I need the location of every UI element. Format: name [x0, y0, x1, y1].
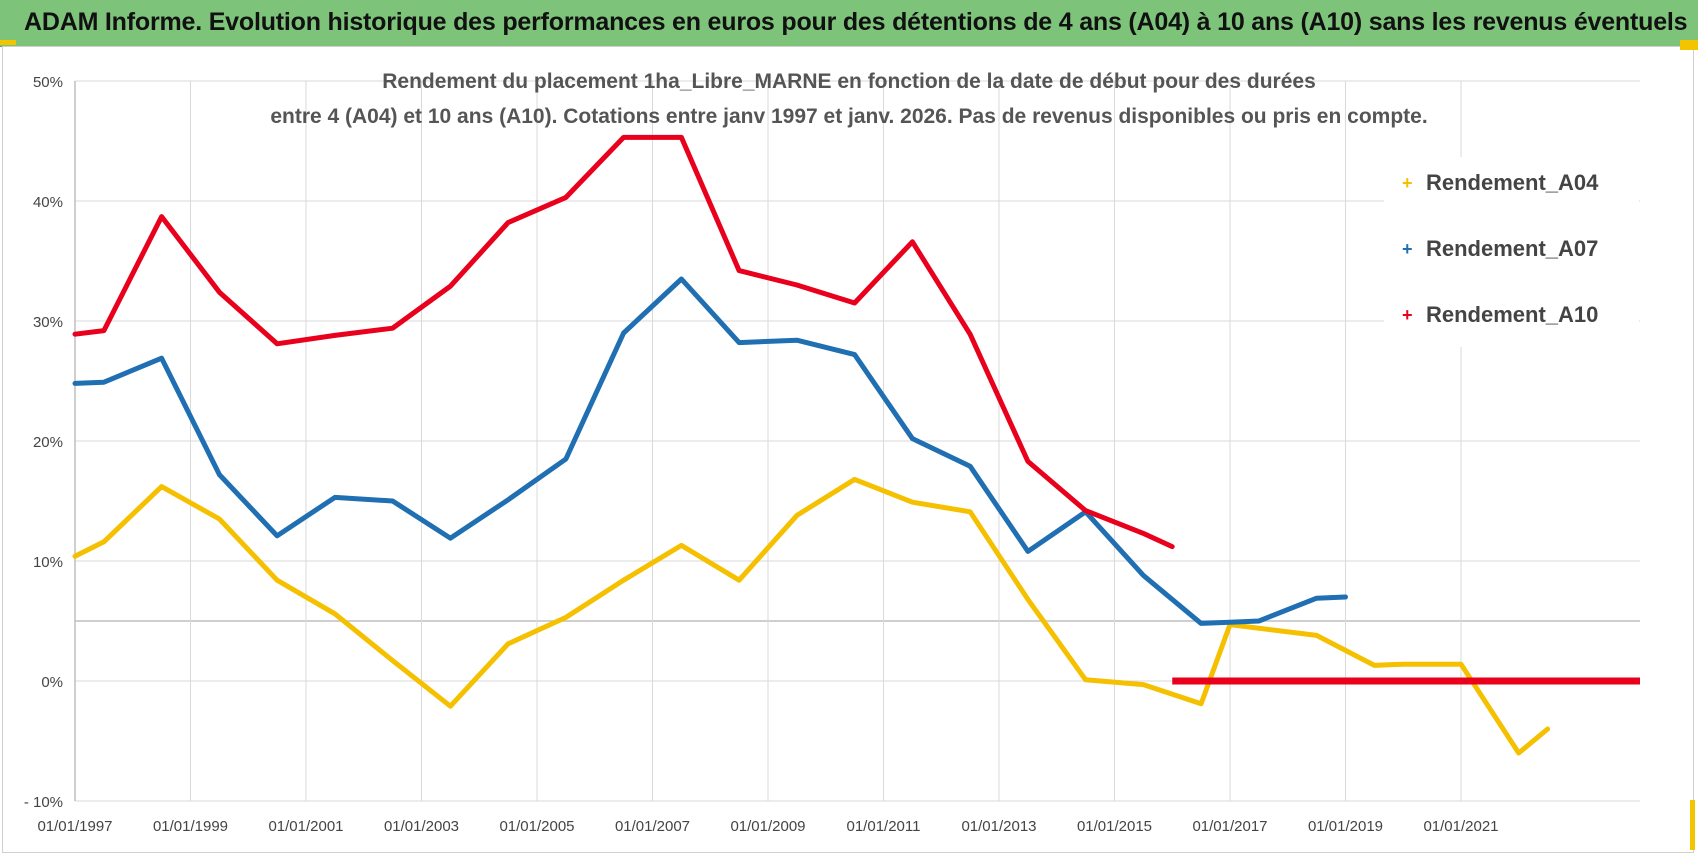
x-tick-label: 01/01/1997 — [37, 818, 112, 835]
x-tick-label: 01/01/2013 — [961, 818, 1036, 835]
corner-mark-top-left — [0, 40, 16, 45]
x-tick-label: 01/01/2019 — [1308, 818, 1383, 835]
x-tick-label: 01/01/2007 — [615, 818, 690, 835]
legend-marker-a07: + — [1402, 239, 1413, 259]
legend-marker-a10: + — [1402, 305, 1413, 325]
corner-mark-top-right — [1680, 40, 1698, 50]
x-tick-label: 01/01/2015 — [1077, 818, 1152, 835]
legend-label-a04: Rendement_A04 — [1426, 170, 1599, 195]
y-tick-label: - 10% — [24, 794, 63, 811]
header-banner: ADAM Informe. Evolution historique des p… — [0, 0, 1698, 47]
chart-title-line1: Rendement du placement 1ha_Libre_MARNE e… — [382, 70, 1316, 93]
x-tick-label: 01/01/2009 — [730, 818, 805, 835]
y-tick-label: 40% — [33, 194, 63, 211]
chart-legend: + Rendement_A04 + Rendement_A07 + Rendem… — [1384, 157, 1639, 347]
series-line-rendement_a07 — [72, 276, 1348, 626]
corner-mark-bottom-right — [1690, 800, 1695, 850]
y-tick-label: 0% — [41, 674, 63, 691]
legend-label-a10: Rendement_A10 — [1426, 302, 1599, 327]
legend-label-a07: Rendement_A07 — [1426, 236, 1599, 261]
x-tick-label: 01/01/2011 — [847, 818, 921, 835]
x-tick-label: 01/01/2005 — [499, 818, 574, 835]
x-tick-label: 01/01/2021 — [1423, 818, 1498, 835]
chart-title-line2: entre 4 (A04) et 10 ans (A10). Cotations… — [270, 105, 1428, 128]
legend-marker-a04: + — [1402, 173, 1413, 193]
y-tick-label: 50% — [33, 74, 63, 91]
y-tick-label: 30% — [33, 314, 63, 331]
chart-frame — [2, 46, 1694, 853]
series-line-rendement_a10 — [72, 134, 1175, 550]
series-line-rendement_a04 — [72, 476, 1551, 756]
x-tick-label: 01/01/2001 — [268, 818, 343, 835]
x-tick-label: 01/01/2017 — [1192, 818, 1267, 835]
x-tick-label: 01/01/2003 — [384, 818, 459, 835]
y-tick-label: 10% — [33, 554, 63, 571]
x-tick-label: 01/01/1999 — [153, 818, 228, 835]
banner-title: ADAM Informe. Evolution historique des p… — [24, 8, 1688, 36]
y-tick-label: 20% — [33, 434, 63, 451]
